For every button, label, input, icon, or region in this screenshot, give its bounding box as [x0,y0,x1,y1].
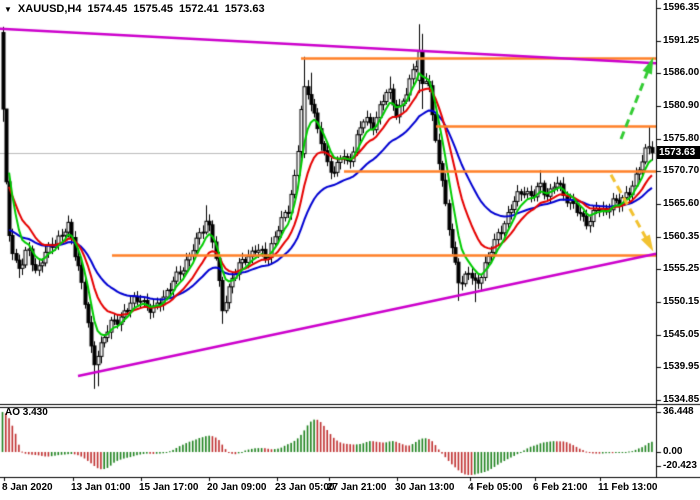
time-axis-label: 4 Feb 05:00 [468,482,523,493]
time-axis-label: 30 Jan 13:00 [395,482,455,493]
time-axis-label: 27 Jan 21:00 [327,482,387,493]
symbol-period-label: XAUUSD,H4 [17,3,82,15]
ao-axis-label: -20.423 [663,460,697,471]
time-axis-label: 15 Jan 17:00 [139,482,199,493]
open-value: 1574.45 [87,3,128,15]
price-axis-label: 1555.25 [663,263,700,275]
low-value: 1572.41 [179,3,219,15]
current-price-tag: 1573.63 [657,146,700,159]
time-axis-label: 6 Feb 21:00 [533,482,588,493]
price-axis-label: 1570.70 [663,165,700,177]
price-axis-label: 1534.85 [663,394,700,405]
price-axis-label: 1575.80 [663,132,700,144]
ao-axis-label: 0.00 [663,446,683,457]
price-axis-label: 1545.05 [663,328,700,340]
time-axis-label: 20 Jan 09:00 [207,482,267,493]
time-axis-label: 11 Feb 13:00 [598,482,658,493]
time-axis-label: 13 Jan 01:00 [71,482,131,493]
time-axis-label: 8 Jan 2020 [2,482,53,493]
price-axis-label: 1539.95 [663,361,700,373]
close-value: 1573.63 [224,3,265,15]
chart-header: ▼ XAUUSD,H4 1574.45 1575.45 1572.41 1573… [4,3,271,15]
price-axis-label: 1560.35 [663,230,700,242]
ao-axis-label: 36.448 [663,406,694,417]
price-axis-label: 1550.15 [663,296,700,307]
ao-indicator-label: AO 3.430 [5,407,48,418]
high-value: 1575.45 [133,3,174,15]
price-axis-label: 1565.60 [663,198,700,209]
time-axis-label: 23 Jan 05:00 [275,482,335,493]
price-axis-label: 1591.25 [663,34,700,46]
price-axis-label: 1580.90 [663,100,700,111]
current-price-value: 1573.63 [659,147,696,158]
price-axis-label: 1596.35 [663,2,700,13]
price-axis-label: 1586.00 [663,67,700,79]
symbol-marker-icon: ▼ [4,4,12,14]
